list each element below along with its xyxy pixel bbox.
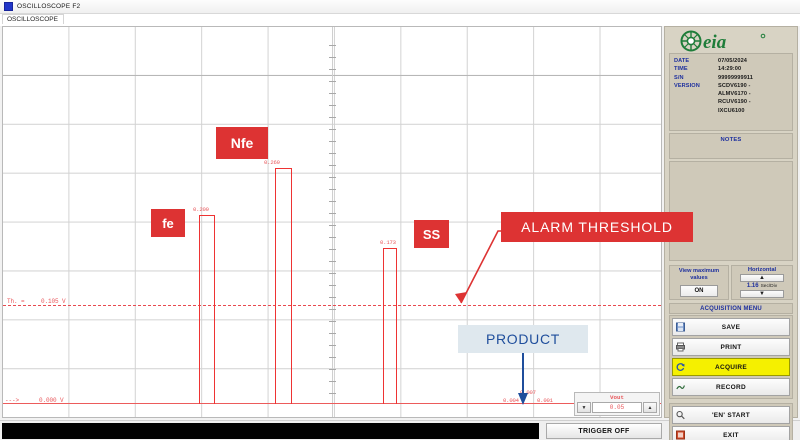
acquire-icon bbox=[676, 363, 685, 372]
info-row: IXCU6100 bbox=[674, 107, 788, 115]
acquire-label: ACQUIRE bbox=[714, 363, 748, 371]
vout-increment-button[interactable]: ▲ bbox=[643, 402, 657, 413]
print-icon bbox=[676, 342, 685, 352]
vout-control[interactable]: Vout ▼ 0.05 ▲ bbox=[574, 392, 660, 416]
horizontal-value-row: 1.16 Sec/Div bbox=[747, 283, 777, 289]
peak-value-fe: 0.209 bbox=[193, 206, 209, 213]
acquire-button[interactable]: ACQUIRE bbox=[672, 358, 790, 376]
peak-value-nfe: 0.269 bbox=[264, 159, 280, 166]
view-maximum-values-label: View maximum values bbox=[678, 268, 720, 281]
callout-product: PRODUCT bbox=[458, 325, 588, 353]
en-start-button[interactable]: 'EN' START bbox=[672, 406, 790, 424]
info-key bbox=[674, 98, 718, 106]
info-value: IXCU6100 bbox=[718, 107, 745, 114]
en-start-label: 'EN' START bbox=[711, 411, 751, 419]
info-key bbox=[674, 90, 718, 98]
window-title: OSCILLOSCOPE F2 bbox=[17, 3, 81, 10]
info-row: TIME 14:29:00 bbox=[674, 65, 788, 73]
pulse-nfe bbox=[275, 168, 292, 404]
info-row: ALMV6170 - bbox=[674, 90, 788, 98]
peak-value-ss: 0.173 bbox=[380, 239, 396, 246]
view-maximum-values-box: View maximum values ON bbox=[669, 265, 729, 300]
info-row: VERSION SCDV6190 - bbox=[674, 82, 788, 90]
product-reading-3: 0.001 bbox=[537, 397, 553, 404]
eia-logo-icon: eia bbox=[680, 30, 766, 52]
vout-value[interactable]: 0.05 bbox=[592, 402, 642, 413]
waveform-trace: 0.209 0.269 0.173 Th. = 0.105 V ---> 0.0… bbox=[3, 27, 661, 417]
info-key: TIME bbox=[674, 66, 688, 73]
callout-nfe: Nfe bbox=[216, 127, 268, 159]
horizontal-down-button[interactable]: ▼ bbox=[740, 290, 784, 298]
vout-label: Vout bbox=[610, 394, 624, 401]
info-value: 14:29:00 bbox=[718, 66, 742, 73]
record-button[interactable]: RECORD bbox=[672, 378, 790, 396]
baseline-trace bbox=[3, 403, 661, 405]
print-label: PRINT bbox=[720, 343, 742, 351]
center-axis bbox=[331, 27, 333, 417]
exit-label: EXIT bbox=[723, 431, 739, 439]
callout-alarm-threshold: ALARM THRESHOLD bbox=[501, 212, 693, 242]
bottom-bar: TRIGGER OFF bbox=[0, 420, 800, 440]
save-icon bbox=[676, 322, 685, 332]
info-value: 99999999911 bbox=[718, 74, 754, 81]
threshold-line bbox=[3, 305, 661, 306]
notes-content-area[interactable] bbox=[669, 161, 793, 261]
trigger-off-button[interactable]: TRIGGER OFF bbox=[546, 423, 662, 439]
tab-strip: OSCILLOSCOPE bbox=[0, 14, 800, 26]
info-key: S/N bbox=[674, 74, 684, 81]
status-strip bbox=[2, 423, 539, 439]
vout-row: ▼ 0.05 ▲ bbox=[577, 402, 657, 413]
info-row: DATE 07/05/2024 bbox=[674, 57, 788, 65]
save-button[interactable]: SAVE bbox=[672, 318, 790, 336]
baseline-text-value: 0.000 V bbox=[39, 397, 64, 404]
print-button[interactable]: PRINT bbox=[672, 338, 790, 356]
record-label: RECORD bbox=[716, 383, 746, 391]
notes-box[interactable]: NOTES bbox=[669, 133, 793, 159]
pulse-ss bbox=[383, 248, 397, 404]
info-row: RCUV6190 - bbox=[674, 98, 788, 106]
tab-oscilloscope[interactable]: OSCILLOSCOPE bbox=[2, 14, 64, 24]
product-leader bbox=[518, 345, 528, 405]
horizontal-value: 1.16 bbox=[746, 283, 759, 289]
product-reading-2: 0.004 bbox=[503, 397, 519, 404]
info-key bbox=[674, 107, 718, 115]
exit-icon bbox=[676, 430, 685, 440]
info-key: VERSION bbox=[674, 82, 700, 89]
secondary-menu-group: 'EN' START EXIT bbox=[669, 403, 793, 440]
notes-label: NOTES bbox=[720, 137, 742, 143]
window-titlebar: OSCILLOSCOPE F2 bbox=[0, 0, 800, 14]
info-key: DATE bbox=[674, 58, 690, 64]
info-row: S/N 99999999911 bbox=[674, 74, 788, 82]
horizontal-unit: Sec/Div bbox=[760, 283, 778, 289]
exit-button[interactable]: EXIT bbox=[672, 426, 790, 440]
acquisition-menu-header: ACQUISITION MENU bbox=[669, 303, 793, 314]
info-value: SCDV6190 - bbox=[718, 82, 751, 89]
callout-ss: SS bbox=[414, 220, 449, 248]
threshold-text-label: Th. = bbox=[7, 298, 25, 305]
record-icon bbox=[676, 383, 685, 392]
app-icon bbox=[4, 2, 13, 11]
product-reading-1: 0.007 bbox=[520, 389, 536, 396]
search-icon bbox=[676, 410, 685, 420]
info-value: ALMV6170 - bbox=[718, 91, 751, 98]
svg-text:eia: eia bbox=[703, 32, 727, 52]
horizontal-box: Horizontal ▲ 1.16 Sec/Div ▼ bbox=[731, 265, 793, 300]
brand-logo: eia bbox=[669, 29, 793, 53]
right-control-panel: eia DATE 07/05/2024 TIME 14:29:00 S/N 99… bbox=[664, 26, 798, 440]
save-label: SAVE bbox=[721, 323, 741, 331]
view-maximum-values-toggle[interactable]: ON bbox=[680, 285, 718, 297]
horizontal-up-button[interactable]: ▲ bbox=[740, 274, 784, 282]
info-value: 07/05/2024 bbox=[718, 58, 747, 64]
threshold-text-value: 0.105 V bbox=[41, 298, 66, 305]
vout-decrement-button[interactable]: ▼ bbox=[577, 402, 591, 413]
pulse-fe bbox=[199, 215, 215, 404]
acquisition-menu-group: SAVE PRINT ACQUIRE RECORD bbox=[669, 315, 793, 399]
horizontal-label: Horizontal bbox=[747, 267, 777, 273]
center-tick-marks bbox=[328, 27, 336, 417]
callout-fe: fe bbox=[151, 209, 185, 237]
device-info-box: DATE 07/05/2024 TIME 14:29:00 S/N 999999… bbox=[669, 53, 793, 131]
info-value: RCUV6190 - bbox=[718, 99, 751, 106]
baseline-text-label: ---> bbox=[5, 397, 20, 404]
